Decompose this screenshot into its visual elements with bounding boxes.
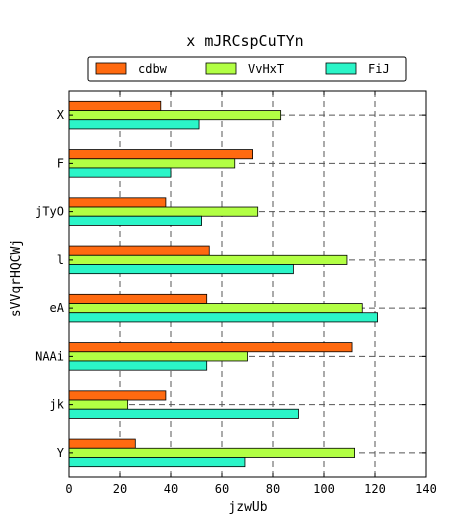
bar-cdbw-F <box>68 149 254 160</box>
x-tick-label: 0 <box>65 482 72 496</box>
bar-FiJ-eA <box>68 312 378 323</box>
y-tick-label: X <box>57 108 65 122</box>
bar-cdbw-jTyO <box>68 197 167 208</box>
y-tick-label: l <box>57 253 64 267</box>
bar-cdbw-Y <box>68 438 136 449</box>
bar-FiJ-X <box>68 119 200 130</box>
chart-title: x mJRCspCuTYn <box>186 32 303 50</box>
bar-VvHxT-jTyO <box>68 206 259 217</box>
legend: cdbw VvHxT FiJ <box>87 56 407 82</box>
legend-label-cdbw: cdbw <box>138 62 168 76</box>
x-tick-label: 140 <box>415 482 437 496</box>
legend-label-VvHxT: VvHxT <box>248 62 284 76</box>
bars <box>68 100 378 468</box>
x-tick-label: 120 <box>364 482 386 496</box>
bar-FiJ-Y <box>68 457 246 468</box>
x-tick-label: 40 <box>164 482 178 496</box>
bar-FiJ-jk <box>68 408 299 419</box>
bar-FiJ-F <box>68 167 172 178</box>
legend-box <box>87 56 407 82</box>
x-tick-label: 60 <box>215 482 229 496</box>
bar-VvHxT-jk <box>68 399 129 410</box>
y-tick-label: Y <box>57 446 65 460</box>
bar-FiJ-jTyO <box>68 215 203 226</box>
bar-cdbw-NAAi <box>68 342 353 353</box>
bar-VvHxT-F <box>68 158 236 169</box>
y-axis-label: sVVqrHQCWj <box>9 239 24 317</box>
grid-lines <box>69 91 426 477</box>
x-tick-label: 80 <box>266 482 280 496</box>
bar-VvHxT-eA <box>68 303 363 314</box>
legend-label-FiJ: FiJ <box>368 62 390 76</box>
bar-cdbw-eA <box>68 293 208 304</box>
bar-cdbw-X <box>68 100 162 111</box>
bar-cdbw-jk <box>68 390 167 401</box>
legend-swatch-VvHxT <box>205 62 237 75</box>
bar-VvHxT-l <box>68 254 348 265</box>
bar-FiJ-l <box>68 264 294 275</box>
bar-FiJ-NAAi <box>68 360 208 371</box>
plot-frame <box>68 90 427 478</box>
bar-VvHxT-X <box>68 110 282 121</box>
y-tick-label: jk <box>50 398 65 412</box>
bar-VvHxT-NAAi <box>68 351 248 362</box>
bar-VvHxT-Y <box>68 447 356 458</box>
x-tick-label: 100 <box>313 482 335 496</box>
x-axis-label: jzwUb <box>228 500 267 515</box>
x-axis-ticks: 0 20 40 60 80 100 120 140 <box>65 91 437 496</box>
y-tick-label: eA <box>50 301 65 315</box>
y-tick-label: NAAi <box>35 349 64 363</box>
y-tick-label: F <box>57 156 64 170</box>
bar-cdbw-l <box>68 245 210 256</box>
legend-swatch-FiJ <box>325 62 357 75</box>
y-tick-label: jTyO <box>35 205 64 219</box>
x-tick-label: 20 <box>113 482 127 496</box>
legend-swatch-cdbw <box>95 62 127 75</box>
